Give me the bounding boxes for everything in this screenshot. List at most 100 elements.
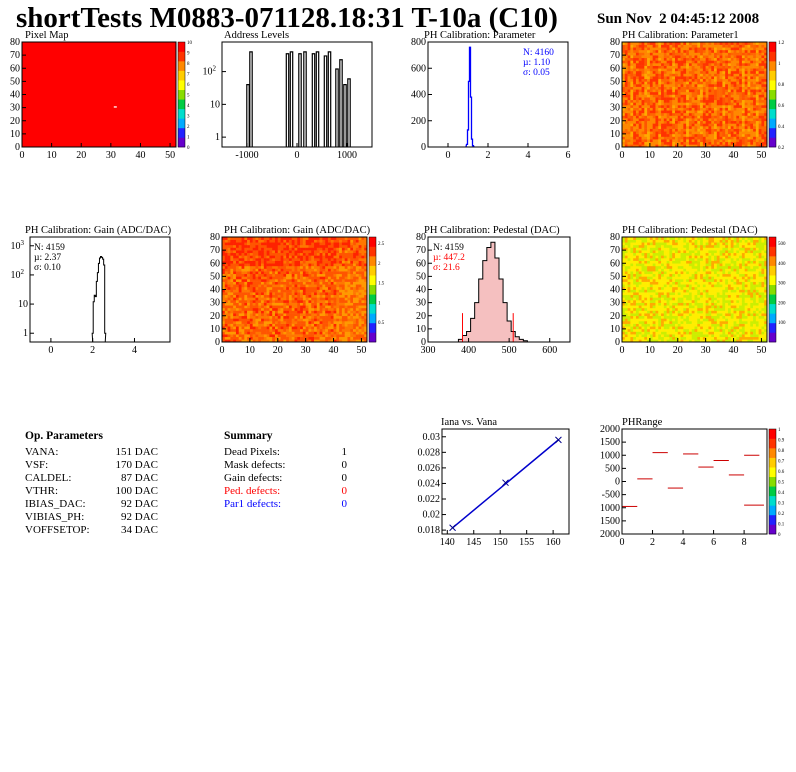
param1-cell (635, 105, 640, 108)
pedestal-cell (658, 300, 662, 303)
param1-cell (663, 97, 667, 101)
param1-cell (730, 97, 734, 101)
gain-cell (341, 286, 345, 290)
param1-cell (663, 78, 667, 82)
gain-cell (258, 318, 262, 322)
param1-cell (627, 131, 631, 135)
gain-cell (294, 302, 298, 306)
pedestal-cell (624, 305, 628, 309)
gain-cell (233, 339, 237, 343)
param1-cell (708, 97, 712, 101)
gain-cell (274, 305, 279, 309)
param1-cell (697, 110, 701, 114)
param1-cell (739, 107, 743, 111)
gain-cell (258, 305, 262, 309)
param1-cell (758, 139, 762, 143)
gain-cell (266, 305, 270, 309)
param1-cell (661, 57, 665, 61)
gain-cell (347, 334, 351, 338)
param1-cell (750, 99, 754, 103)
param1-cell (649, 112, 653, 116)
param1-cell (694, 78, 698, 82)
param1-cell (658, 102, 662, 106)
pedestal-cell (627, 239, 631, 243)
gain-cell (311, 313, 315, 317)
gain-cell (274, 279, 279, 282)
pedestal-cell (649, 284, 653, 288)
pedestal-cell (658, 268, 662, 272)
gain-cell (222, 334, 226, 338)
param1-cell (630, 47, 634, 51)
param1-cell (697, 99, 701, 103)
gain-cell (266, 286, 270, 290)
pedestal-cell (627, 284, 631, 288)
param1-cell (700, 91, 704, 95)
gain-cell (339, 265, 343, 269)
param1-cell (747, 99, 751, 103)
param1-cell (733, 47, 737, 51)
y-tick-label: 80 (10, 38, 20, 48)
pedestal-cell (644, 281, 648, 285)
param1-cell (750, 44, 754, 48)
gain-cell (314, 263, 318, 267)
param1-cell (688, 94, 693, 98)
gain-cell (235, 336, 240, 340)
param1-cell (680, 44, 684, 48)
gain-cell (314, 258, 318, 261)
param1-cell (722, 110, 726, 114)
param1-cell (669, 126, 673, 129)
param1-cell (736, 89, 740, 93)
param1-cell (764, 68, 768, 72)
pedestal-cell (630, 281, 634, 285)
gain-cell (314, 307, 318, 311)
param1-cell (755, 89, 759, 93)
x-tick-label: 400 (461, 345, 476, 356)
pedestal-cell (649, 331, 653, 335)
param1-cell (647, 63, 651, 66)
gain-cell (322, 307, 326, 311)
param1-cell (727, 86, 732, 90)
pedestal-histogram (457, 241, 528, 343)
gain-cell (224, 297, 228, 301)
gain-cell (358, 289, 362, 293)
param1-cell (708, 49, 712, 53)
gain-cell (308, 260, 312, 264)
gain-cell (341, 242, 345, 246)
gain-cell (353, 263, 357, 267)
param1-cell (691, 86, 695, 90)
gain-cell (288, 289, 293, 293)
param1-cell (663, 81, 667, 85)
gain-cell (358, 307, 362, 311)
gain-cell (280, 263, 284, 267)
gain-cell (361, 242, 365, 246)
param1-cell (705, 126, 709, 129)
param1-cell (761, 136, 765, 140)
gain-cell (224, 313, 228, 317)
gain-cell (300, 268, 304, 272)
param1-cell (739, 63, 743, 66)
gain-cell (274, 263, 279, 267)
pedestal-cell (641, 328, 645, 332)
param1-cell (716, 115, 720, 119)
param1-cell (739, 126, 743, 129)
gain-cell (288, 250, 293, 254)
gain-cell (258, 244, 262, 248)
x-tick-label: 0 (48, 345, 53, 356)
pedestal-cell (652, 237, 656, 240)
param1-cell (624, 86, 628, 90)
param1-cell (627, 120, 631, 124)
gain-cell (314, 255, 318, 259)
gain-cell (353, 328, 357, 332)
gain-cell (350, 289, 354, 293)
param1-cell (736, 70, 740, 74)
gain-cell (316, 294, 320, 298)
gain-map-title: PH Calibration: Gain (ADC/DAC) (224, 225, 371, 236)
param1-cell (624, 78, 628, 82)
param1-cell (680, 97, 684, 101)
param1-cell (691, 70, 695, 74)
param1-cell (719, 63, 723, 66)
gain-cell (263, 313, 267, 317)
param1-cell (705, 52, 709, 56)
param1-cell (624, 68, 628, 72)
param1-cell (691, 102, 695, 106)
